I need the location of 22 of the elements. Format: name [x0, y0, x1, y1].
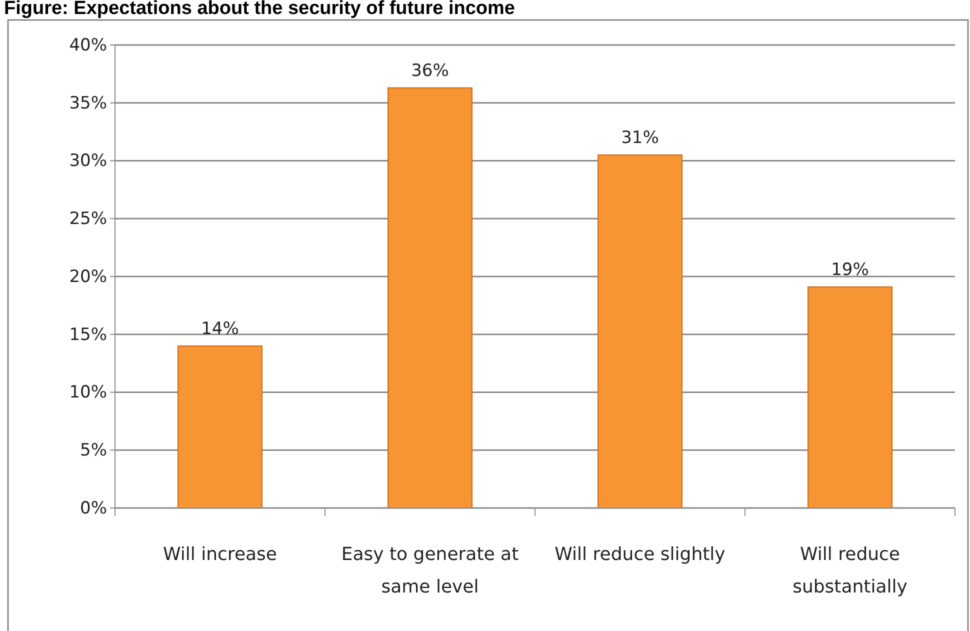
y-tick-label: 15% [69, 324, 107, 345]
data-label: 14% [201, 318, 239, 339]
x-tick-label: Will reduce slightly [554, 544, 726, 565]
data-label: 31% [621, 128, 659, 148]
y-tick-label: 25% [69, 209, 107, 230]
x-tick-label: Easy to generate at same level [341, 544, 519, 598]
chart-title: Figure: Expectations about the security of future income [4, 0, 515, 19]
y-tick-label: 0% [80, 498, 107, 518]
bar [808, 286, 892, 508]
bar [388, 87, 472, 508]
data-label: 19% [831, 260, 869, 280]
y-tick-label: 30% [69, 151, 107, 172]
y-tick-label: 20% [69, 266, 107, 287]
bar [178, 345, 262, 508]
y-tick-label: 40% [69, 35, 107, 56]
bar [598, 154, 682, 508]
y-tick-label: 35% [69, 93, 107, 114]
x-tick-label: Will increase [163, 544, 277, 565]
data-label: 36% [411, 60, 449, 81]
y-tick-label: 10% [69, 382, 107, 403]
x-tick-label: Will reduce substantially [792, 544, 908, 598]
y-tick-label: 5% [80, 440, 107, 461]
